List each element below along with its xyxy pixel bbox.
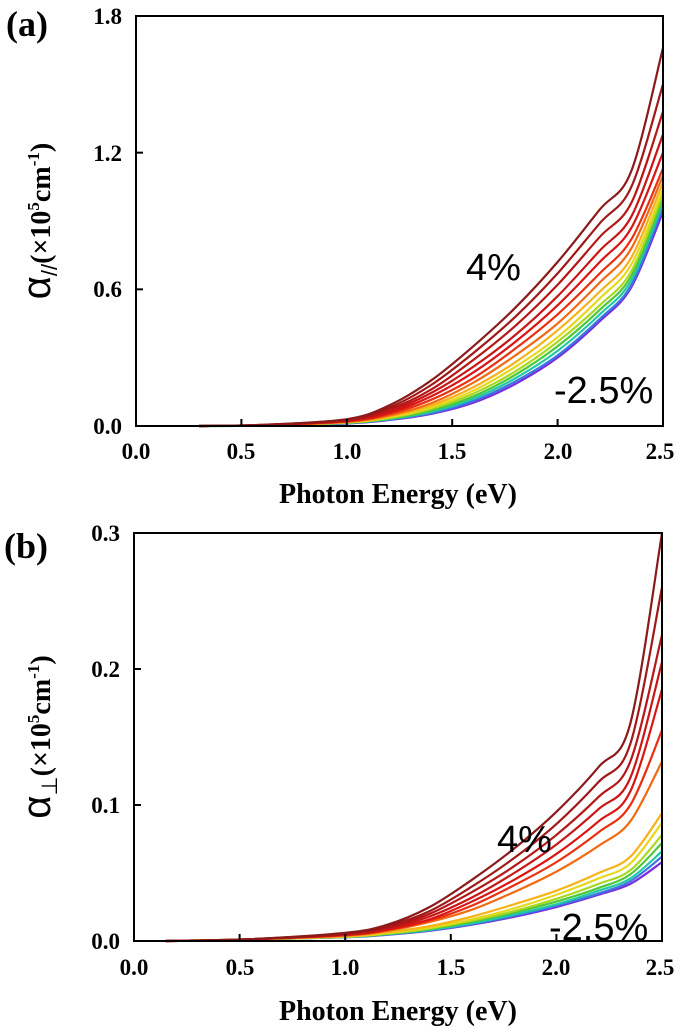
panel-b-ylabel-exp: 5 [24,715,43,724]
panel-b-series-2pct [165,689,664,943]
panel-a: (a) 0.0 0.6 1.2 1.8 0.0 0.5 1.0 1.5 2.0 … [6,4,674,510]
panel-a-annotation-top: 4% [466,247,521,289]
panel-b-label: (b) [4,526,48,566]
panel-a-ylabel-units-suffix: ) [26,143,57,152]
panel-a-label: (a) [6,4,48,44]
panel-a-frame [135,15,664,427]
panel-a-ylabel-symbol: α [15,276,59,299]
panel-a-ticks [135,15,664,427]
panel-b-xtick-5: 2.5 [646,955,675,980]
panel-b-ylabel-units-suffix: ) [26,655,57,664]
panel-b-annotation-top: 4% [497,819,552,861]
panel-a-xtick-1: 0.5 [227,439,256,464]
panel-b-xtick-4: 2.0 [542,955,571,980]
panel-a-xtick-3: 1.5 [438,439,467,464]
panel-b-ytick-0: 0.0 [91,929,120,954]
panel-a-ylabel-units-mid: cm [26,166,57,202]
panel-b-ticks [133,532,663,942]
panel-b-ylabel-units-mid: cm [26,679,57,715]
panel-b-xtick-2: 1.0 [331,955,360,980]
panel-b-xlabel: Photon Energy (eV) [279,996,517,1027]
panel-a-ylabel-units-prefix: (×10 [26,211,57,264]
panel-b-xtick-1: 0.5 [226,955,255,980]
panel-b-frame [133,532,663,942]
panel-b-ytick-1: 0.1 [91,793,120,818]
panel-a-xtick-4: 2.0 [544,439,573,464]
panel-a-ylabel-subscript: // [37,263,62,276]
panel-b-series-group [165,532,664,943]
panel-a-annotation-bottom: -2.5% [554,370,653,412]
panel-a-ylabel: α//(×105cm-1) [15,143,62,299]
panel-b-ylabel-symbol: α [15,796,59,819]
panel-b-ylabel-exp2: -1 [24,665,43,679]
panel-a-xtick-2: 1.0 [333,439,362,464]
panel-a-ytick-2: 1.2 [93,141,122,166]
panel-b: (b) 0.0 0.1 0.2 0.3 0.0 0.5 1.0 1.5 2.0 … [4,521,674,1027]
panel-a-xtick-5: 2.5 [646,439,675,464]
panel-a-xlabel: Photon Energy (eV) [279,479,517,510]
panel-a-ytick-0: 0.0 [93,414,122,439]
panel-b-ylabel-subscript: ⊥ [37,776,62,795]
panel-b-xtick-0: 0.0 [120,955,149,980]
panel-a-ytick-1: 0.6 [93,277,122,302]
panel-b-xtick-3: 1.5 [437,955,466,980]
panel-b-ytick-3: 0.3 [91,521,120,546]
panel-a-ylabel-exp: 5 [24,202,43,211]
panel-b-annotation-bottom: -2.5% [549,907,648,949]
panel-a-series-group [199,47,665,428]
panel-b-ylabel: α⊥(×105cm-1) [15,655,62,818]
panel-a-ytick-3: 1.8 [93,4,122,29]
panel-b-ytick-2: 0.2 [91,657,120,682]
panel-a-ylabel-exp2: -1 [24,152,43,166]
panel-b-series-4pct [165,532,664,943]
panel-a-series-4pct [199,47,665,428]
panel-a-xtick-0: 0.0 [122,439,151,464]
panel-b-ylabel-units-prefix: (×10 [26,723,57,776]
